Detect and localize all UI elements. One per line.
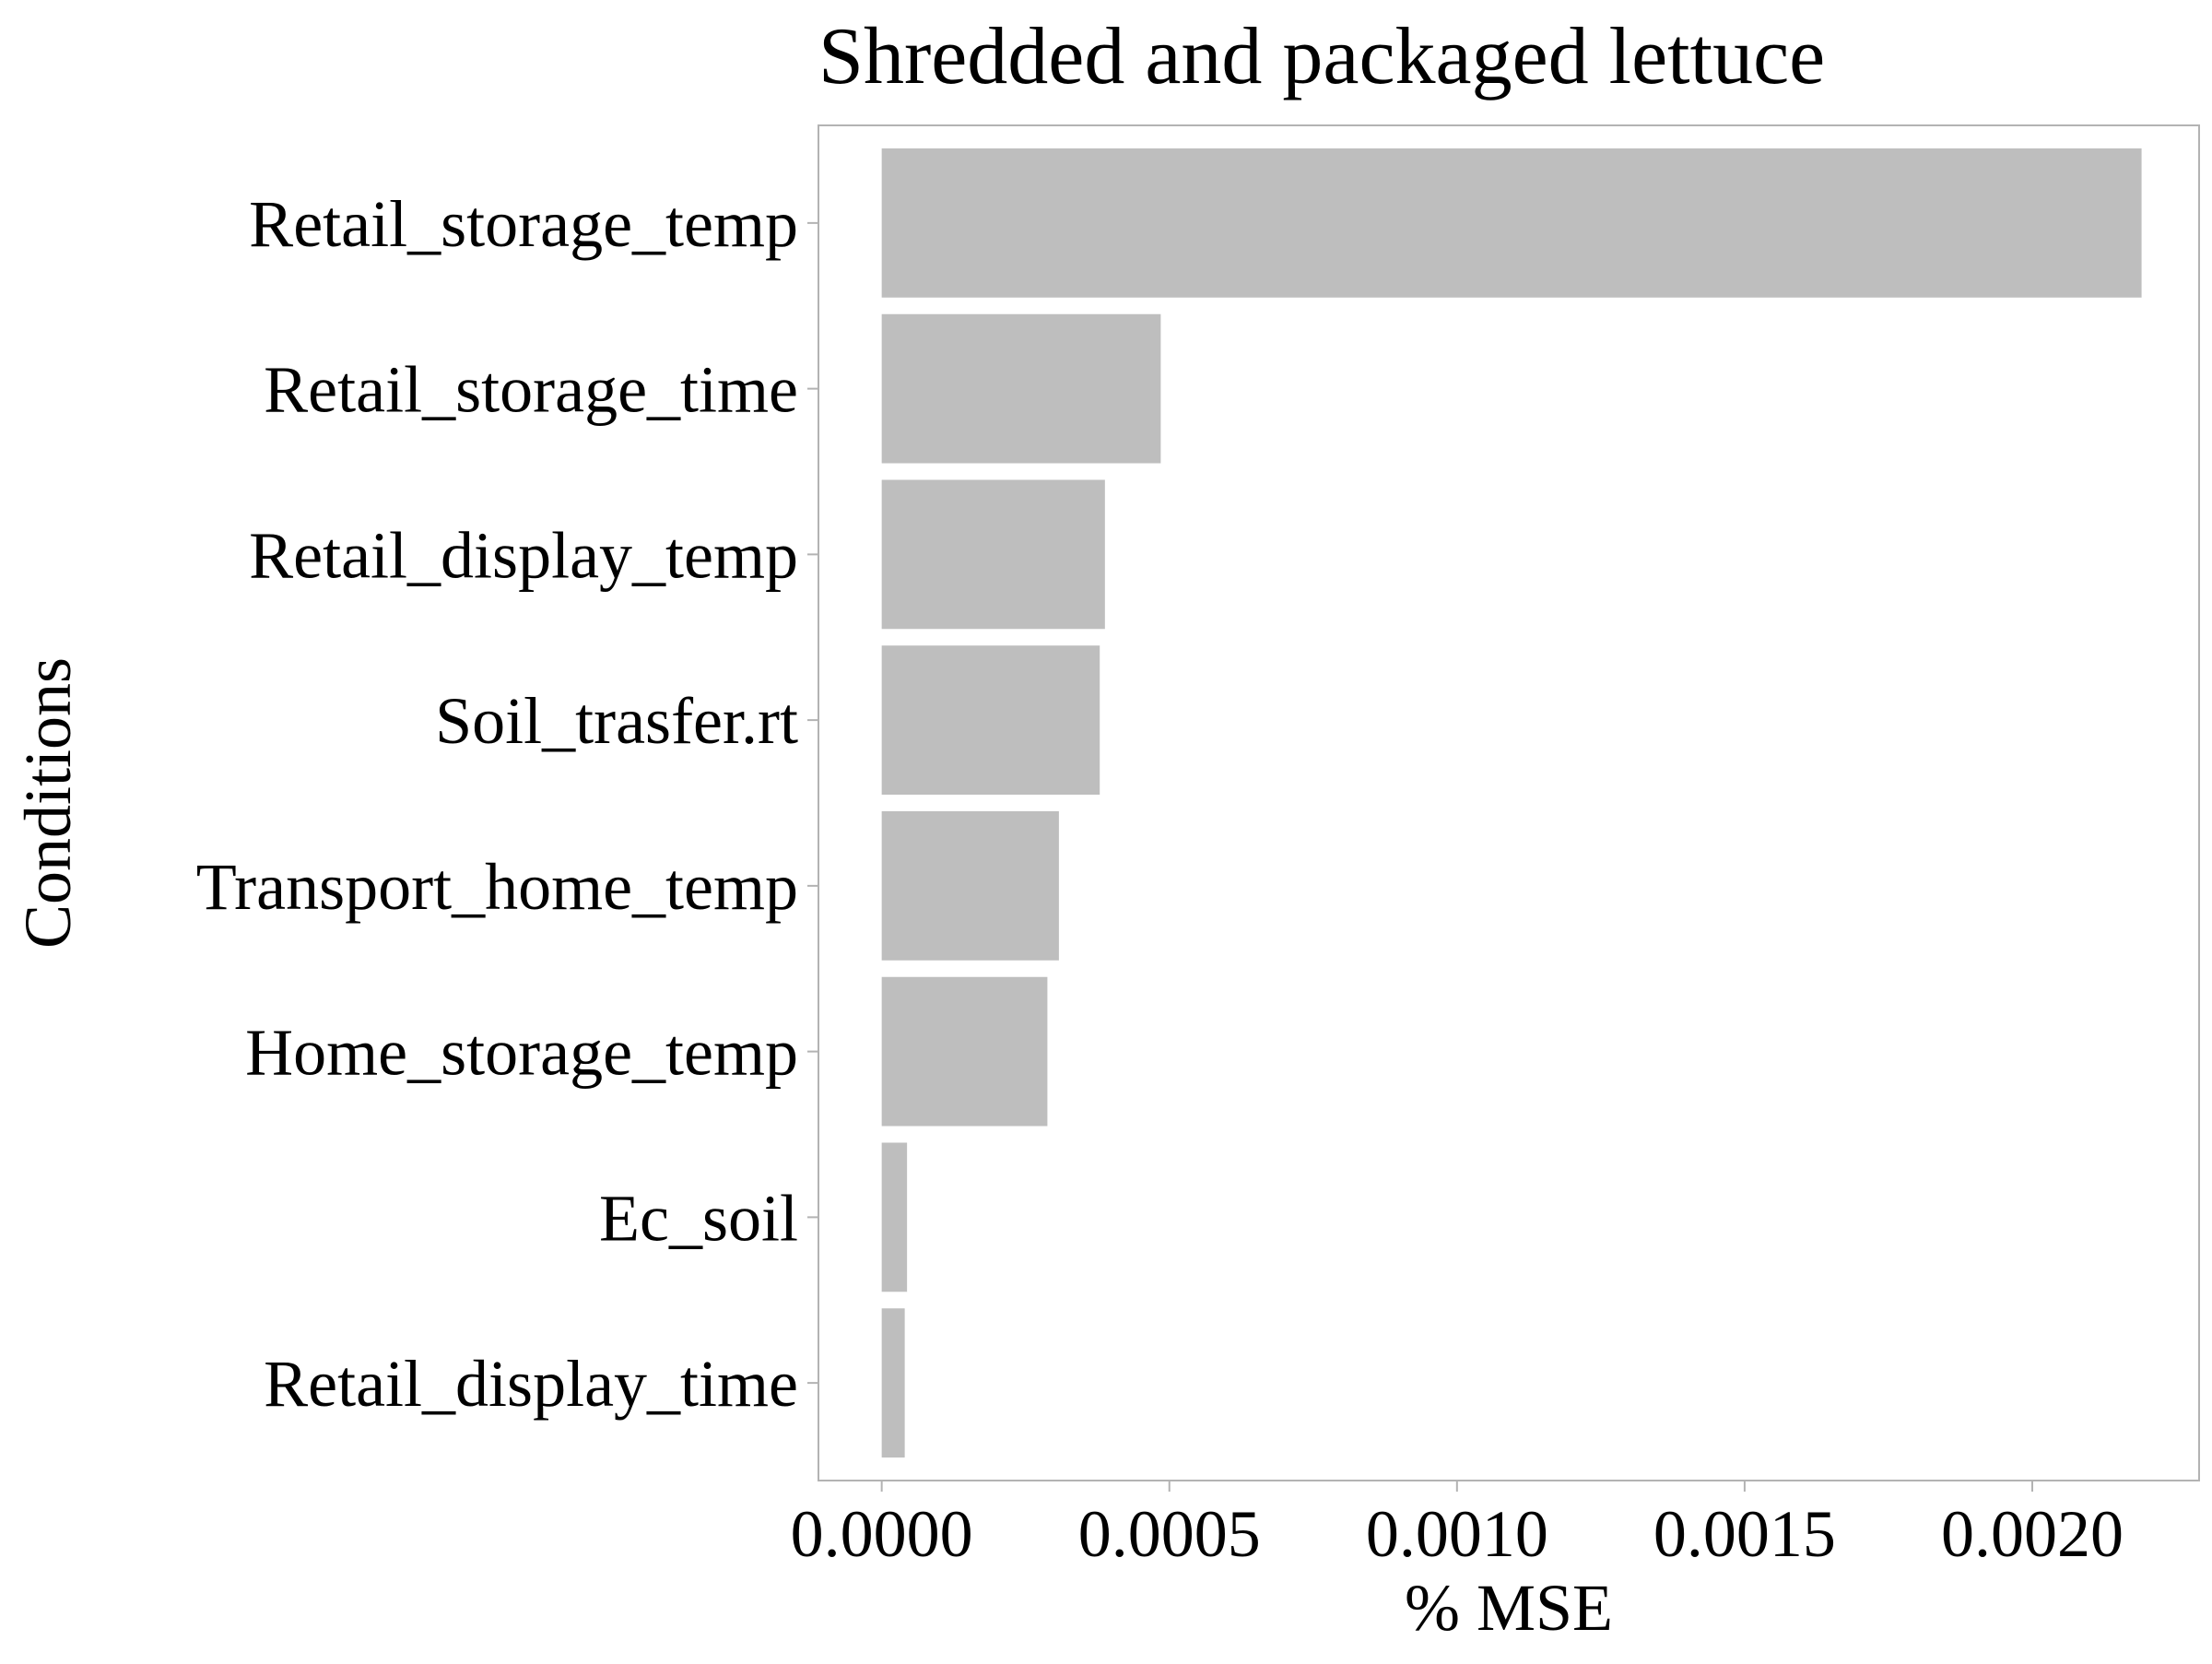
category-label: Transport_home_temp (196, 850, 798, 924)
bar-ec-soil (881, 1142, 908, 1292)
bar-retail-storage-temp (881, 148, 2142, 298)
category-label: Home_storage_temp (245, 1016, 798, 1090)
x-tick-label: 0.0020 (1941, 1497, 2124, 1571)
category-label: Ec_soil (599, 1181, 798, 1255)
category-label: Retail_display_temp (249, 518, 798, 592)
category-label: Retail_display_time (264, 1347, 798, 1421)
x-tick-label: 0.0005 (1078, 1497, 1261, 1571)
bar-home-storage-temp (881, 976, 1048, 1127)
category-axis: Retail_storage_temp Retail_storage_time Re… (196, 187, 818, 1421)
y-axis-title: Conditions (11, 657, 85, 949)
bar-retail-display-time (881, 1308, 905, 1458)
x-tick-label: 0.0000 (791, 1497, 973, 1571)
x-axis-title: % MSE (1405, 1571, 1613, 1645)
plot-panel-border (818, 124, 2200, 1481)
x-tick-label: 0.0010 (1366, 1497, 1548, 1571)
category-label: Retail_storage_temp (249, 187, 798, 261)
category-label: Retail_storage_time (264, 353, 798, 427)
value-axis: 0.0000 0.0005 0.0010 0.0015 0.0020 (791, 1481, 2124, 1571)
bar-retail-storage-time (881, 313, 1161, 464)
bars-layer (881, 148, 2142, 1458)
x-tick-label: 0.0015 (1653, 1497, 1836, 1571)
chart-title: Shredded and packaged lettuce (818, 12, 1825, 101)
bar-retail-display-temp (881, 479, 1105, 630)
bar-soil-trasfer-rt (881, 645, 1100, 796)
bar-transport-home-temp (881, 810, 1059, 961)
category-label: Soil_trasfer.rt (435, 684, 798, 758)
